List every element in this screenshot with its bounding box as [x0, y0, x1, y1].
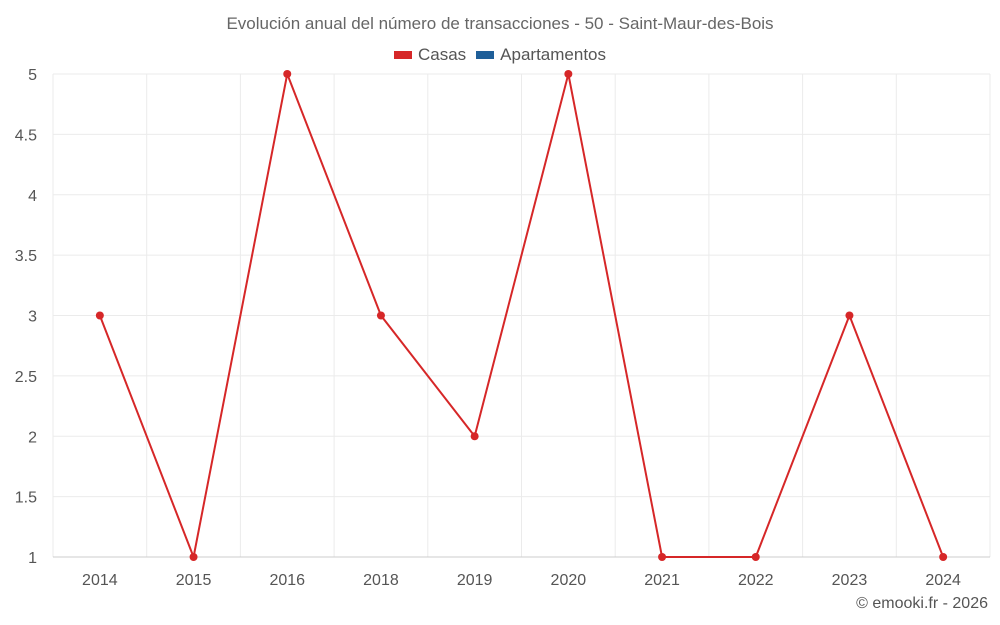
- y-tick-label: 5: [28, 67, 37, 84]
- data-point: [751, 553, 760, 561]
- data-point: [376, 311, 385, 320]
- data-point: [189, 553, 198, 561]
- x-tick-label: 2023: [832, 572, 868, 589]
- x-tick-label: 2018: [363, 572, 399, 589]
- chart-title: Evolución anual del número de transaccio…: [226, 14, 774, 33]
- y-tick-label: 4.5: [15, 127, 37, 144]
- x-tick-label: 2021: [644, 572, 680, 589]
- legend-swatch-casas: [393, 51, 412, 59]
- legend-swatch-apartamentos: [476, 51, 495, 59]
- x-tick-label: 2016: [269, 572, 305, 589]
- x-tick-label: 2022: [738, 572, 774, 589]
- data-point: [95, 311, 104, 320]
- data-point: [283, 70, 292, 78]
- data-point: [939, 553, 948, 561]
- x-tick-label: 2019: [457, 572, 493, 589]
- legend-label-casas: Casas: [417, 45, 467, 64]
- data-point: [845, 311, 854, 320]
- data-point: [564, 70, 573, 78]
- data-point: [658, 553, 667, 561]
- legend-item-apartamentos[interactable]: Apartamentos: [476, 45, 606, 65]
- copyright-footer: © emooki.fr - 2026: [856, 595, 988, 612]
- x-tick-label: 2015: [176, 572, 212, 589]
- y-tick-label: 3: [28, 309, 37, 326]
- y-tick-label: 1: [28, 550, 37, 567]
- legend-label-apartamentos: Apartamentos: [500, 45, 607, 64]
- data-point: [470, 432, 479, 441]
- y-tick-label: 1.5: [15, 490, 37, 507]
- x-tick-label: 2014: [82, 572, 118, 589]
- y-tick-label: 2.5: [15, 369, 37, 386]
- legend-item-casas[interactable]: Casas: [393, 45, 467, 65]
- y-tick-label: 2: [28, 429, 37, 446]
- y-tick-label: 4: [28, 188, 37, 205]
- chart-legend: Casas Apartamentos: [0, 45, 1000, 65]
- y-tick-label: 3.5: [15, 248, 37, 265]
- x-tick-label: 2024: [925, 572, 961, 589]
- series-line-casas: [98, 73, 945, 558]
- x-tick-label: 2020: [551, 572, 587, 589]
